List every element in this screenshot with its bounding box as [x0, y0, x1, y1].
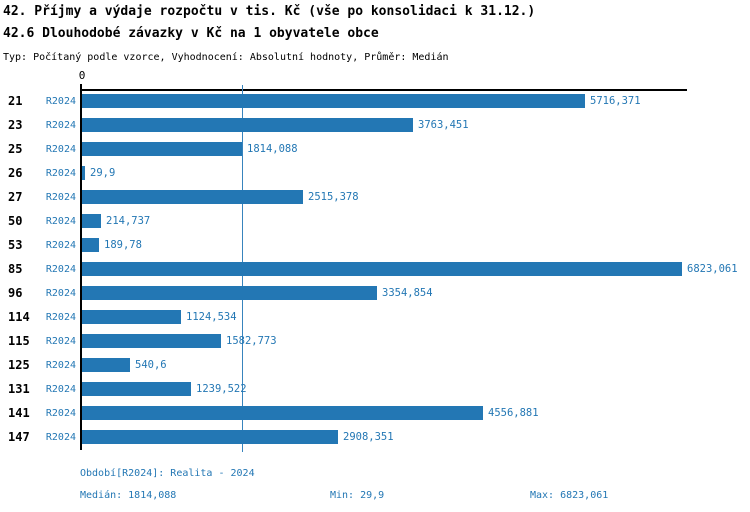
row-period-label: R2024 [45, 264, 76, 275]
bar-value-label: 214,737 [106, 215, 151, 227]
row-period-label: R2024 [45, 216, 76, 227]
row-category-label: 147 [8, 430, 30, 444]
chart-row: 50 R2024 214,737 [0, 210, 750, 234]
row-category-label: 53 [8, 238, 23, 252]
bar [82, 406, 483, 420]
bar-value-label: 29,9 [90, 167, 116, 179]
row-category-label: 21 [8, 94, 23, 108]
legend-period-info: Období[R2024]: Realita - 2024 [80, 468, 255, 479]
bar-value-label: 2515,378 [308, 191, 359, 203]
chart-row: 115 R2024 1582,773 [0, 330, 750, 354]
bar-value-label: 1124,534 [186, 311, 237, 323]
x-axis-zero-tick-label: 0 [78, 69, 86, 82]
chart-row: 85 R2024 6823,061 [0, 258, 750, 282]
row-period-label: R2024 [45, 192, 76, 203]
chart-row: 96 R2024 3354,854 [0, 282, 750, 306]
bar [82, 166, 85, 180]
row-period-label: R2024 [45, 336, 76, 347]
bar [82, 262, 682, 276]
row-category-label: 85 [8, 262, 23, 276]
row-period-label: R2024 [45, 432, 76, 443]
row-category-label: 23 [8, 118, 23, 132]
row-category-label: 27 [8, 190, 23, 204]
bar-value-label: 4556,881 [488, 407, 539, 419]
row-category-label: 50 [8, 214, 23, 228]
chart-row: 114 R2024 1124,534 [0, 306, 750, 330]
bar [82, 238, 99, 252]
x-axis-top-line [80, 89, 687, 91]
bar-value-label: 189,78 [104, 239, 142, 251]
bar-value-label: 3763,451 [418, 119, 469, 131]
bar-value-label: 1239,522 [196, 383, 247, 395]
row-category-label: 115 [8, 334, 30, 348]
row-period-label: R2024 [45, 96, 76, 107]
row-period-label: R2024 [45, 384, 76, 395]
row-period-label: R2024 [45, 408, 76, 419]
chart-row: 125 R2024 540,6 [0, 354, 750, 378]
row-category-label: 26 [8, 166, 23, 180]
row-period-label: R2024 [45, 144, 76, 155]
row-category-label: 131 [8, 382, 30, 396]
bar [82, 286, 377, 300]
chart-row: 131 R2024 1239,522 [0, 378, 750, 402]
chart-row: 26 R2024 29,9 [0, 162, 750, 186]
bar [82, 214, 101, 228]
bar-value-label: 540,6 [135, 359, 167, 371]
chart-title-line2: 42.6 Dlouhodobé závazky v Kč na 1 obyvat… [3, 26, 379, 41]
stat-min: Min: 29,9 [330, 490, 385, 501]
y-axis-line [80, 84, 82, 450]
chart-subtitle: Typ: Počítaný podle vzorce, Vyhodnocení:… [3, 52, 449, 63]
chart-title-line1: 42. Příjmy a výdaje rozpočtu v tis. Kč (… [3, 4, 536, 19]
chart-rows: 21 R2024 5716,371 23 R2024 3763,451 25 R2024 181… [0, 90, 750, 450]
bar-value-label: 1814,088 [247, 143, 298, 155]
chart-row: 21 R2024 5716,371 [0, 90, 750, 114]
bar [82, 310, 181, 324]
row-category-label: 141 [8, 406, 30, 420]
row-period-label: R2024 [45, 360, 76, 371]
row-period-label: R2024 [45, 120, 76, 131]
chart-row: 27 R2024 2515,378 [0, 186, 750, 210]
row-category-label: 114 [8, 310, 30, 324]
bar-value-label: 2908,351 [343, 431, 394, 443]
row-category-label: 125 [8, 358, 30, 372]
chart-row: 141 R2024 4556,881 [0, 402, 750, 426]
row-period-label: R2024 [45, 168, 76, 179]
bar-value-label: 6823,061 [687, 263, 738, 275]
row-category-label: 25 [8, 142, 23, 156]
bar-value-label: 5716,371 [590, 95, 641, 107]
bar-value-label: 3354,854 [382, 287, 433, 299]
bar [82, 430, 338, 444]
row-period-label: R2024 [45, 240, 76, 251]
bar [82, 94, 585, 108]
chart-row: 23 R2024 3763,451 [0, 114, 750, 138]
bar-value-label: 1582,773 [226, 335, 277, 347]
chart-row: 53 R2024 189,78 [0, 234, 750, 258]
bar [82, 190, 303, 204]
bar [82, 118, 413, 132]
bar [82, 358, 130, 372]
row-period-label: R2024 [45, 312, 76, 323]
chart-row: 147 R2024 2908,351 [0, 426, 750, 450]
stat-max: Max: 6823,061 [530, 490, 609, 501]
row-category-label: 96 [8, 286, 23, 300]
bar [82, 334, 221, 348]
stat-median: Medián: 1814,088 [80, 490, 177, 501]
chart-row: 25 R2024 1814,088 [0, 138, 750, 162]
bar [82, 382, 191, 396]
bar [82, 142, 242, 156]
row-period-label: R2024 [45, 288, 76, 299]
